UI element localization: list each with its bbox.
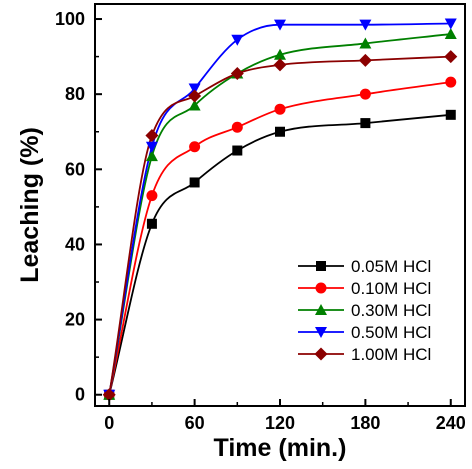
y-axis-ticks: 0 20 40 60 80 100	[55, 9, 102, 405]
data-point-series-3	[359, 37, 372, 49]
data-point-series-4	[444, 18, 457, 30]
legend-label-4: 0.50M HCl	[351, 323, 431, 342]
x-tick-label: 0	[104, 413, 114, 433]
data-point-series-1	[445, 109, 456, 120]
data-point-series-2	[445, 76, 457, 88]
data-point-series-1	[189, 177, 200, 188]
data-point-series-2	[146, 190, 158, 202]
legend-marker-4	[315, 327, 327, 338]
legend-label-2: 0.10M HCl	[351, 279, 431, 298]
x-axis-ticks: 0 60 120 180 240	[104, 399, 466, 433]
legend: 0.05M HCl 0.10M HCl 0.30M HCl 0.50M HCl 1.00…	[298, 257, 431, 364]
data-point-series-3	[188, 99, 201, 111]
x-tick-label: 240	[436, 413, 466, 433]
y-tick-label: 0	[75, 385, 85, 405]
x-axis-title: Time (min.)	[214, 434, 347, 462]
data-point-series-5	[188, 89, 202, 103]
legend-marker-1	[316, 261, 326, 271]
legend-label-1: 0.05M HCl	[351, 257, 431, 276]
data-point-series-3	[145, 150, 158, 162]
data-point-series-1	[275, 126, 285, 137]
series-markers	[102, 18, 458, 402]
data-point-series-4	[145, 141, 158, 153]
legend-marker-2	[315, 282, 327, 294]
data-point-series-4	[188, 83, 201, 95]
data-point-series-5	[444, 50, 458, 64]
data-point-series-2	[231, 121, 243, 133]
data-point-series-3	[444, 28, 457, 40]
data-point-series-5	[145, 128, 159, 142]
data-point-series-2	[189, 141, 201, 153]
y-tick-label: 100	[55, 9, 85, 29]
data-point-series-4	[359, 19, 372, 31]
data-point-series-1	[146, 218, 157, 229]
data-point-series-1	[360, 118, 371, 129]
x-tick-label: 180	[350, 413, 380, 433]
legend-label-3: 0.30M HCl	[351, 301, 431, 320]
legend-marker-5	[314, 347, 328, 361]
legend-label-5: 1.00M HCl	[351, 345, 431, 364]
data-point-series-3	[274, 48, 286, 60]
y-tick-label: 60	[65, 159, 85, 179]
data-point-series-2	[359, 88, 371, 100]
legend-marker-3	[315, 304, 327, 315]
data-point-series-1	[232, 145, 243, 156]
y-tick-label: 40	[65, 234, 85, 254]
y-axis-title: Leaching (%)	[16, 127, 44, 283]
data-point-series-5	[358, 53, 372, 67]
data-point-series-4	[274, 19, 286, 31]
x-tick-label: 120	[265, 413, 295, 433]
x-tick-label: 60	[185, 413, 205, 433]
data-point-series-5	[273, 58, 287, 72]
data-point-series-2	[274, 103, 286, 115]
data-point-series-5	[230, 67, 244, 81]
y-tick-label: 80	[65, 84, 85, 104]
data-point-series-4	[231, 34, 244, 46]
data-point-series-5	[102, 388, 116, 402]
y-tick-label: 20	[65, 310, 85, 330]
